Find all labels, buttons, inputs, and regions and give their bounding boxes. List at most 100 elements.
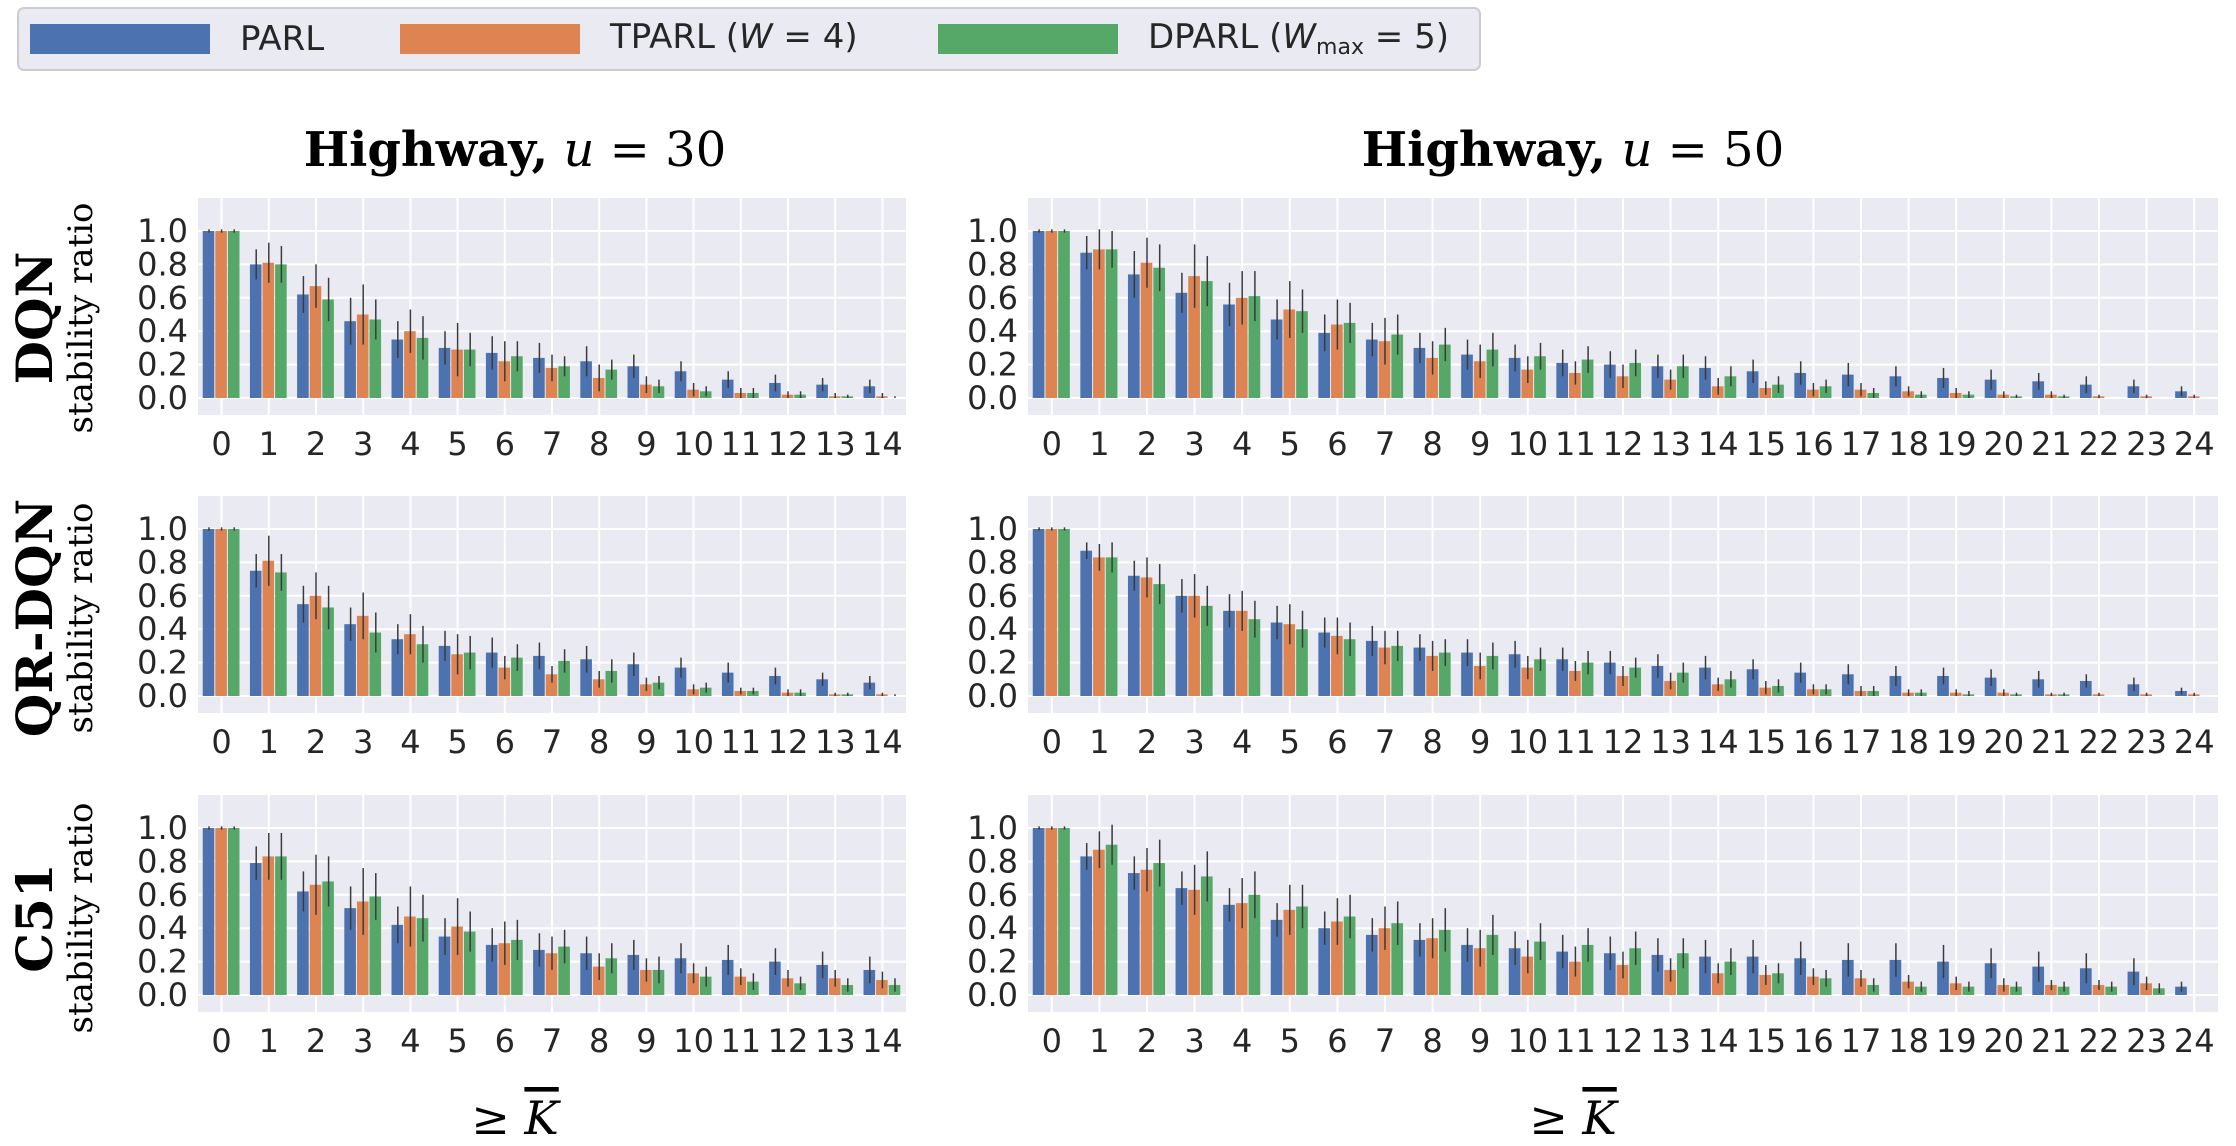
bar [1438, 929, 1451, 995]
bar [1188, 889, 1200, 995]
bar [262, 856, 275, 995]
bar [674, 667, 687, 696]
bar [1318, 332, 1331, 398]
y-tick-label: 0.8 [967, 543, 1018, 581]
x-tick-label: 2 [1137, 723, 1157, 761]
bar [1508, 654, 1521, 696]
bar [485, 944, 498, 995]
bar [1331, 635, 1343, 696]
bar [1223, 904, 1235, 995]
x-tick-label: 13 [1650, 723, 1691, 761]
x-tick-label: 22 [2079, 723, 2120, 761]
bar [558, 946, 570, 995]
y-tick-label: 0.6 [967, 279, 1018, 317]
panel-c51-u50: 0.00.20.40.60.81.00 1 2 3 4 5 6 7 8 9 10 11 12 13 14 15… [967, 795, 2218, 1060]
x-tick-label: 4 [1232, 1022, 1252, 1060]
x-tick-label: 22 [2079, 1022, 2120, 1060]
x-tick-label: 6 [495, 425, 515, 463]
bar [1569, 961, 1581, 995]
row-title-qrdqn: QR-DQN [5, 499, 64, 737]
x-tick-label: 1 [1089, 1022, 1109, 1060]
x-tick-label: 16 [1793, 425, 1834, 463]
x-tick-label: 15 [1745, 425, 1786, 463]
bar [1283, 624, 1296, 696]
bar [1746, 371, 1759, 398]
x-tick-label: 21 [2031, 425, 2072, 463]
x-tick-label: 5 [1280, 1022, 1300, 1060]
bar [1105, 557, 1118, 696]
bar [1676, 953, 1689, 995]
row-title-dqn: DQN [5, 252, 64, 385]
bar [533, 949, 545, 995]
x-tick-label: 21 [2031, 1022, 2072, 1060]
bar [1093, 849, 1105, 995]
x-tick-label: 3 [1184, 425, 1204, 463]
x-tick-label: 14 [1698, 425, 1739, 463]
bar [262, 262, 275, 398]
bar [369, 632, 382, 696]
x-tick-label: 9 [636, 723, 656, 761]
bar [1045, 828, 1058, 995]
y-tick-label: 0.0 [137, 677, 188, 715]
legend: PARL TPARL (W = 4) DPARL (Wmax = 5) [17, 7, 1481, 71]
bar [1365, 640, 1378, 696]
bar [627, 664, 640, 696]
bar [1724, 376, 1737, 398]
bar [322, 881, 334, 995]
bar [558, 660, 570, 696]
bar [580, 659, 592, 696]
bar [1140, 262, 1153, 398]
bar [1651, 366, 1664, 398]
bar [275, 572, 287, 696]
bar [1413, 647, 1426, 696]
bar [1318, 632, 1331, 696]
x-tick-label: 7 [542, 1022, 562, 1060]
bar [580, 953, 592, 995]
legend-swatch-parl [30, 24, 210, 54]
y-tick-label: 0.2 [967, 943, 1018, 981]
bar [404, 916, 416, 995]
row-label-c51: C51 stability ratio [5, 803, 101, 1034]
bar [1153, 267, 1166, 398]
y-tick-label: 1.0 [967, 510, 1018, 548]
x-tick-label: 0 [211, 425, 231, 463]
bar [1534, 941, 1546, 995]
bar [511, 657, 523, 696]
bar [1486, 655, 1499, 696]
x-tick-label: 23 [2126, 723, 2167, 761]
x-tick-label: 2 [306, 425, 326, 463]
bar [1746, 669, 1759, 696]
bar [1032, 231, 1045, 398]
bar [1331, 921, 1343, 995]
bar [1175, 292, 1188, 398]
x-tick-label: 0 [1042, 723, 1062, 761]
bar [1724, 961, 1737, 995]
bar [1556, 659, 1569, 696]
bar [1486, 349, 1499, 398]
bar [1045, 529, 1058, 696]
bar [227, 231, 240, 398]
x-tick-label: 20 [1983, 1022, 2024, 1060]
bar [1711, 973, 1724, 995]
x-tick-label: 12 [768, 723, 809, 761]
bar [202, 828, 215, 995]
x-tick-label: 6 [495, 1022, 515, 1060]
bar [1581, 944, 1594, 995]
bar [1127, 575, 1140, 696]
bar [438, 645, 451, 696]
panel-qrdqn-u30: 0.00.20.40.60.81.00 1 2 3 4 5 6 7 8 9 10 11 12 13 14 [137, 496, 906, 761]
legend-label-dparl: DPARL (Wmax = 5) [1148, 17, 1449, 60]
x-tick-label: 1 [259, 425, 279, 463]
x-tick-label: 20 [1983, 723, 2024, 761]
bar [1223, 304, 1235, 398]
bar [498, 667, 511, 696]
xlabel-left: ≥ K [471, 1091, 561, 1145]
y-tick-label: 1.0 [967, 212, 1018, 250]
x-tick-label: 10 [673, 1022, 714, 1060]
x-tick-label: 0 [211, 723, 231, 761]
x-tick-label: 9 [636, 425, 656, 463]
x-tick-label: 4 [400, 723, 420, 761]
x-tick-label: 19 [1936, 723, 1977, 761]
x-tick-label: 15 [1745, 723, 1786, 761]
